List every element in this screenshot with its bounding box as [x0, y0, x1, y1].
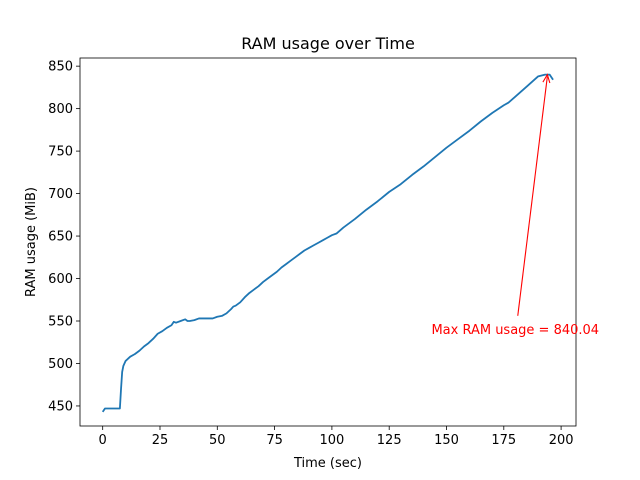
- x-tick-label: 25: [152, 433, 169, 448]
- x-tick-label: 100: [319, 433, 344, 448]
- x-tick-label: 125: [377, 433, 402, 448]
- x-tick-label: 200: [549, 433, 574, 448]
- y-tick-label: 700: [48, 187, 73, 202]
- series-group: [101, 73, 554, 413]
- x-tick-label: 50: [209, 433, 226, 448]
- y-tick-label: 600: [48, 272, 73, 287]
- y-tick-label: 850: [48, 60, 73, 75]
- chart-title: RAM usage over Time: [241, 34, 415, 53]
- annotation-arrow-head: [542, 73, 551, 84]
- annotation-arrow-shaft: [517, 76, 548, 316]
- x-tick-label: 175: [491, 433, 516, 448]
- x-axis-label: Time (sec): [293, 456, 362, 471]
- x-axis-ticks: 0 25 50 75 100 125 150 175 200: [99, 426, 574, 448]
- y-tick-label: 450: [48, 399, 73, 414]
- annotation-group: Max RAM usage = 840.04: [431, 73, 599, 338]
- y-tick-label: 650: [48, 230, 73, 245]
- plot-frame: [79, 57, 577, 427]
- max-ram-annotation: Max RAM usage = 840.04: [431, 323, 599, 338]
- y-tick-label: 500: [48, 357, 73, 372]
- x-tick-label: 75: [266, 433, 283, 448]
- y-tick-label: 800: [48, 102, 73, 117]
- ram-usage-line: [101, 73, 554, 413]
- y-axis-ticks: 450 500 550 600 650 700 750 800 850: [48, 60, 80, 414]
- plot-area-border: [79, 57, 577, 427]
- y-tick-label: 750: [48, 145, 73, 160]
- x-tick-label: 150: [434, 433, 459, 448]
- y-axis-label: RAM usage (MiB): [24, 187, 39, 297]
- y-tick-label: 550: [48, 315, 73, 330]
- x-tick-label: 0: [99, 433, 107, 448]
